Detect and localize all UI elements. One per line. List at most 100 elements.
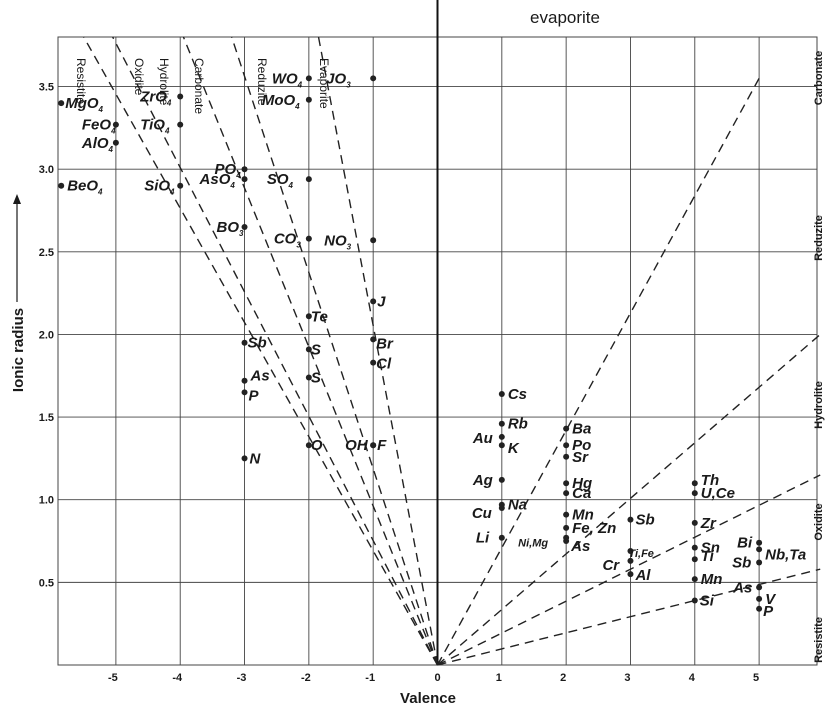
point-label-subscript: 4 — [108, 145, 114, 154]
data-point — [756, 539, 763, 546]
region-label-left-group: Resistite — [74, 58, 88, 104]
point-label-subscript: 4 — [98, 105, 104, 114]
point-label: FeO4 — [82, 117, 116, 136]
data-point — [563, 480, 570, 487]
region-label-right: Carbonate — [813, 51, 825, 105]
region-label-right: Resistite — [813, 617, 825, 663]
point-label: Ni,Mg — [518, 538, 548, 550]
region-label-left: Oxidite — [132, 58, 146, 96]
point-label: Al — [634, 567, 651, 584]
y-tick-label: 1.0 — [39, 495, 54, 507]
point-label: BeO4 — [67, 178, 103, 197]
y-tick-label: 2.5 — [39, 247, 54, 259]
data-point — [563, 425, 570, 432]
region-label-left: Evaporite — [317, 58, 331, 109]
point-label: F — [377, 437, 387, 454]
region-label-right: Oxidite — [813, 503, 825, 540]
data-point — [370, 336, 377, 343]
point-label: Au — [472, 430, 493, 447]
data-point — [58, 182, 65, 189]
data-point — [112, 139, 119, 146]
point-label: OH — [345, 437, 369, 454]
data-point — [563, 524, 570, 531]
point-label: SO4 — [267, 171, 294, 190]
point-label: Sr — [572, 449, 589, 466]
y-tick-label: 3.0 — [39, 164, 54, 176]
region-label-left-group: Reduzite — [255, 58, 269, 106]
point-label: P — [763, 603, 774, 620]
field-boundary-line — [317, 36, 439, 666]
data-point — [691, 597, 698, 604]
data-point — [498, 420, 505, 427]
data-point — [756, 584, 763, 591]
data-point — [627, 547, 634, 554]
data-point — [112, 121, 119, 128]
point-label: Sb — [732, 555, 751, 572]
data-point — [177, 93, 184, 100]
point-labels: MgO4FeO4AlO4BeO4ZrO4TiO4SiO4PO4AsO4BO3WO… — [65, 70, 806, 619]
data-point — [691, 490, 698, 497]
x-tick-label: -3 — [237, 672, 247, 684]
point-label: Po — [572, 437, 591, 454]
y-tick-label: 1.5 — [39, 412, 54, 424]
data-point — [305, 442, 312, 449]
field-boundary-line — [437, 568, 821, 666]
point-label-subscript: 4 — [229, 181, 235, 190]
x-axis-title: Valence — [400, 690, 456, 707]
field-boundary-line — [436, 77, 760, 666]
data-point — [691, 576, 698, 583]
point-label: As — [570, 538, 590, 555]
data-point — [627, 516, 634, 523]
point-label-subscript: 4 — [97, 188, 103, 197]
point-label: N — [250, 450, 262, 467]
data-point — [563, 538, 570, 545]
point-label: Bi — [737, 535, 753, 552]
point-label-subscript: 4 — [164, 127, 170, 136]
point-label: Fe, Zn — [572, 520, 616, 537]
field-boundary-line — [112, 36, 439, 666]
point-label: Nb,Ta — [765, 546, 806, 563]
point-label: Br — [376, 335, 394, 352]
point-label-subscript: 4 — [166, 98, 172, 107]
x-tick-label: 0 — [434, 672, 440, 684]
data-point — [305, 346, 312, 353]
point-label: Cs — [508, 386, 527, 403]
point-label-subscript: 3 — [296, 241, 301, 250]
point-label: Ba — [572, 421, 591, 438]
point-label: TiO4 — [140, 117, 170, 136]
point-label: NO3 — [324, 232, 352, 251]
region-label-right-group: Oxidite — [813, 503, 825, 540]
point-label-subscript: 4 — [169, 188, 175, 197]
data-point — [498, 442, 505, 449]
point-label-subscript: 3 — [346, 80, 351, 89]
region-label-left: Resistite — [74, 58, 88, 104]
region-label-left-group: Carbonate — [192, 58, 206, 114]
point-label: SiO4 — [144, 178, 175, 197]
point-label: Zr — [700, 515, 717, 532]
x-tick-label: -4 — [172, 672, 183, 684]
region-label-left-group: Oxidite — [132, 58, 146, 96]
point-label: MgO4 — [65, 95, 103, 114]
point-label: Sb — [635, 512, 654, 529]
point-label: Hg — [572, 475, 592, 492]
point-label: Th — [701, 472, 719, 489]
point-label: Mn — [701, 571, 723, 588]
point-label: BO3 — [217, 219, 245, 238]
data-point — [241, 377, 248, 384]
data-point — [691, 480, 698, 487]
data-point — [305, 313, 312, 320]
chart-title: evaporite — [530, 8, 600, 27]
data-point — [58, 100, 65, 107]
region-label-right: Hydrolite — [813, 381, 825, 429]
data-point — [305, 75, 312, 82]
data-point — [756, 605, 763, 612]
data-point — [370, 298, 377, 305]
data-point — [563, 442, 570, 449]
data-point — [241, 176, 248, 183]
point-label: CO3 — [274, 231, 302, 250]
data-point — [177, 182, 184, 189]
point-label: Ag — [472, 472, 493, 489]
x-tick-label: 5 — [753, 672, 759, 684]
point-label: Ti — [701, 548, 715, 565]
region-label-right-group: Reduzite — [813, 215, 825, 261]
